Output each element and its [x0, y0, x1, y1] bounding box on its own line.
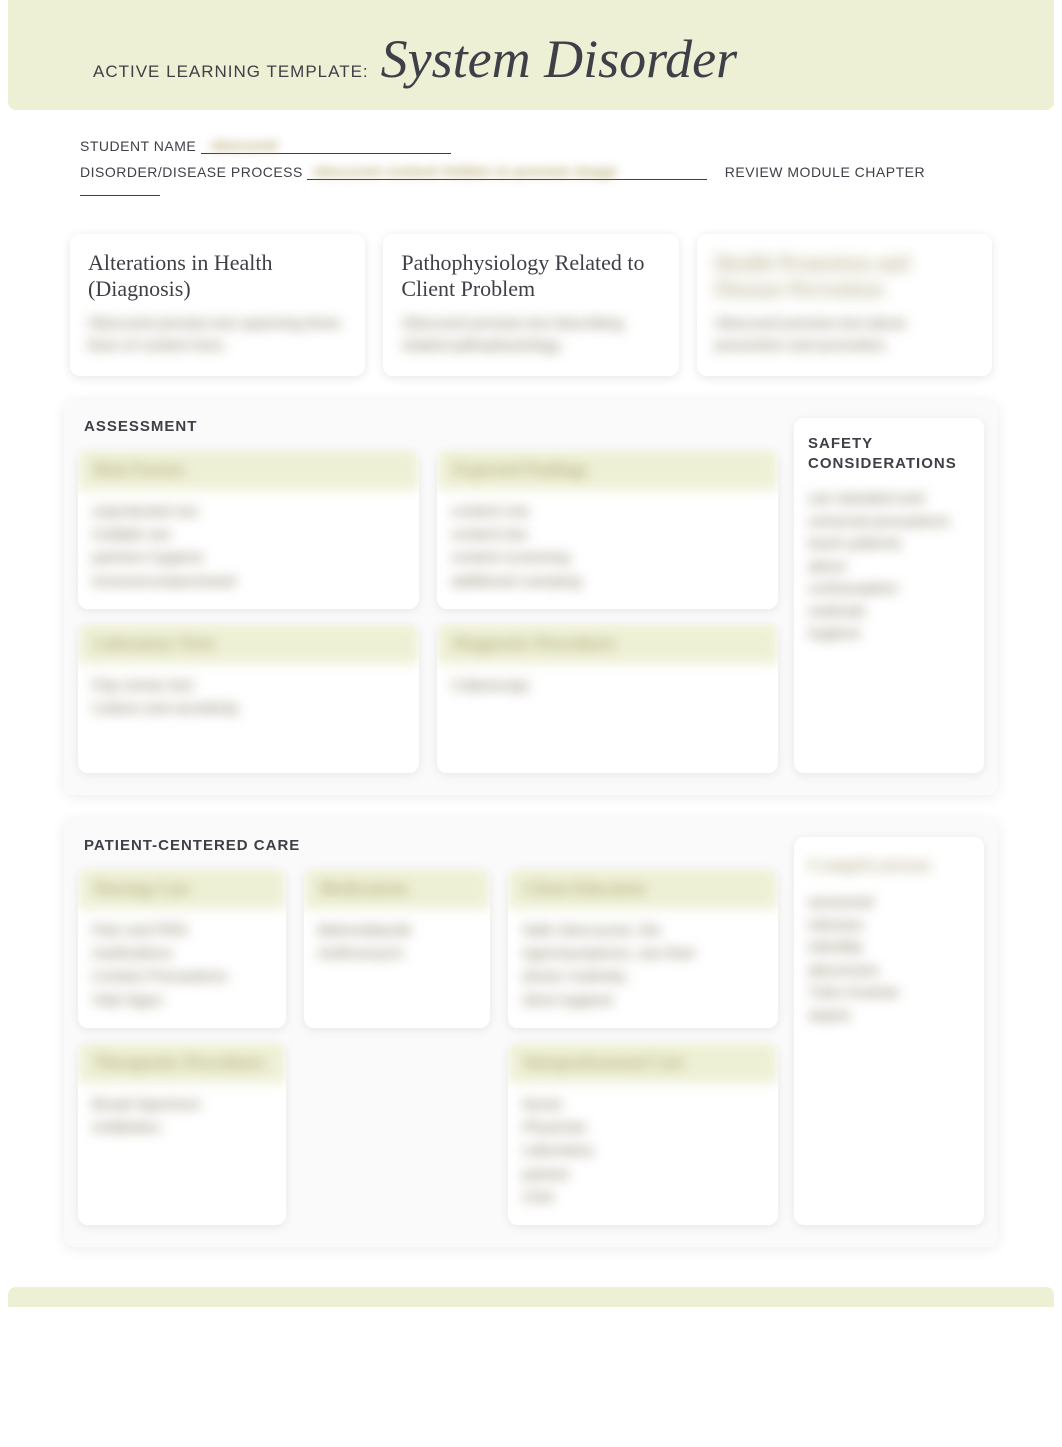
interprofessional-care-card: Interprofessional Care Nurse Physician L… — [508, 1042, 778, 1225]
therapeutic-procedures-card: Therapeutic Procedures Broad Spectrum An… — [78, 1042, 286, 1225]
therapeutic-procedures-title: Therapeutic Procedures — [78, 1042, 286, 1083]
review-label: REVIEW MODULE CHAPTER — [725, 164, 925, 180]
medications-body: Metronidazole Azithromycin — [304, 909, 491, 982]
nursing-care-title: Nursing Care — [78, 868, 286, 909]
pathophysiology-body: Obscured preview text describing related… — [401, 313, 660, 358]
safety-body: use standard and universal precautions t… — [808, 488, 970, 646]
footer-band — [8, 1287, 1054, 1307]
complications-side: Complications worsened infection inferti… — [794, 837, 984, 1225]
therapeutic-procedures-body: Broad Spectrum Antibiotics — [78, 1083, 286, 1156]
lab-tests-body: Pap smear test Culture and sensitivity — [78, 664, 419, 737]
health-promotion-title: Health Promotion and Disease Prevention — [715, 250, 974, 303]
health-promotion-body: Obscured preview text about prevention a… — [715, 313, 974, 358]
lab-tests-card: Laboratory Tests Pap smear test Culture … — [78, 623, 419, 773]
assessment-heading: ASSESSMENT — [84, 418, 778, 435]
expected-findings-card: Expected Findings content one content tw… — [437, 449, 778, 609]
diagnostic-procedures-body: Colposcopy — [437, 664, 778, 713]
page: ACTIVE LEARNING TEMPLATE: System Disorde… — [0, 0, 1062, 1447]
interprofessional-care-title: Interprofessional Care — [508, 1042, 778, 1083]
safety-heading: SAFETY CONSIDERATIONS — [808, 434, 970, 475]
expected-findings-body: content one content two content screenin… — [437, 490, 778, 609]
complications-title: Complications — [808, 853, 970, 879]
safety-side: SAFETY CONSIDERATIONS use standard and u… — [794, 418, 984, 773]
student-name-value: obscured — [211, 137, 278, 153]
template-title: System Disorder — [381, 28, 737, 90]
header-band: ACTIVE LEARNING TEMPLATE: System Disorde… — [8, 0, 1054, 110]
patient-care-main: PATIENT-CENTERED CARE Nursing Care Pain … — [78, 837, 778, 1225]
disorder-label: DISORDER/DISEASE PROCESS — [80, 164, 303, 180]
risk-factors-body: unprotected sex multiple sex partners hy… — [78, 490, 419, 609]
interprofessional-care-body: Nurse Physician Laboratory partner CNA — [508, 1083, 778, 1225]
risk-factors-title: Risk Factors — [78, 449, 419, 490]
medications-title: Medications — [304, 868, 491, 909]
alterations-title: Alterations in Health (Diagnosis) — [88, 250, 347, 303]
assessment-section: ASSESSMENT Risk Factors unprotected sex … — [64, 400, 998, 795]
pathophysiology-card: Pathophysiology Related to Client Proble… — [383, 234, 678, 376]
health-promotion-card: Health Promotion and Disease Prevention … — [697, 234, 992, 376]
top-cards-row: Alterations in Health (Diagnosis) Obscur… — [0, 234, 1062, 376]
template-label: ACTIVE LEARNING TEMPLATE: — [93, 62, 369, 82]
header-inner: ACTIVE LEARNING TEMPLATE: System Disorde… — [8, 28, 1054, 90]
disorder-row: DISORDER/DISEASE PROCESS obscured conten… — [80, 164, 982, 196]
patient-care-heading: PATIENT-CENTERED CARE — [84, 837, 778, 854]
nursing-care-card: Nursing Care Pain and PRN medications Co… — [78, 868, 286, 1028]
client-education-card: Client Education Safe intercourse, the s… — [508, 868, 778, 1028]
diagnostic-procedures-title: Diagnostic Procedures — [437, 623, 778, 664]
lab-tests-title: Laboratory Tests — [78, 623, 419, 664]
assessment-main: ASSESSMENT Risk Factors unprotected sex … — [78, 418, 778, 773]
diagnostic-procedures-card: Diagnostic Procedures Colposcopy — [437, 623, 778, 773]
pathophysiology-title: Pathophysiology Related to Client Proble… — [401, 250, 660, 303]
nursing-care-body: Pain and PRN medications Contact Precaut… — [78, 909, 286, 1028]
client-education-body: Safe intercourse, the signs/symptoms, se… — [508, 909, 778, 1028]
disorder-value: obscured content hidden in preview image — [313, 163, 617, 179]
alterations-body: Obscured preview text spanning three lin… — [88, 313, 347, 358]
risk-factors-card: Risk Factors unprotected sex multiple se… — [78, 449, 419, 609]
meta-block: STUDENT NAME obscured DISORDER/DISEASE P… — [0, 110, 1062, 216]
complications-body: worsened infection infertility abscesses… — [808, 892, 970, 1027]
expected-findings-title: Expected Findings — [437, 449, 778, 490]
review-value — [80, 195, 160, 196]
alterations-card: Alterations in Health (Diagnosis) Obscur… — [70, 234, 365, 376]
client-education-title: Client Education — [508, 868, 778, 909]
student-name-row: STUDENT NAME obscured — [80, 138, 982, 154]
medications-card: Medications Metronidazole Azithromycin — [304, 868, 491, 1028]
student-name-label: STUDENT NAME — [80, 138, 196, 154]
patient-care-section: PATIENT-CENTERED CARE Nursing Care Pain … — [64, 819, 998, 1247]
